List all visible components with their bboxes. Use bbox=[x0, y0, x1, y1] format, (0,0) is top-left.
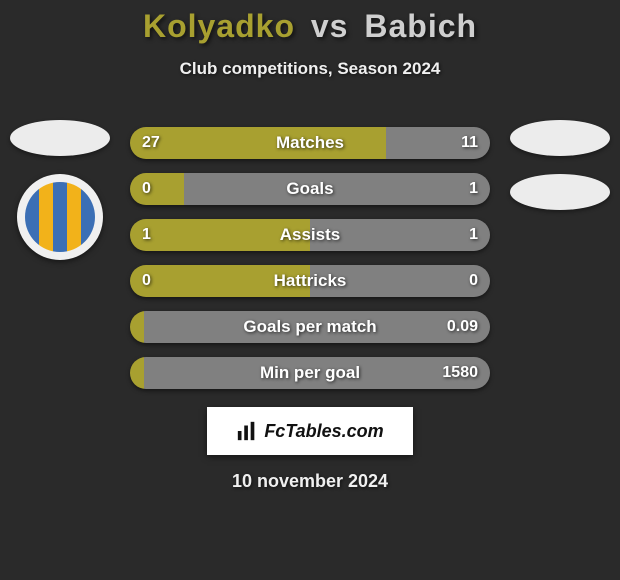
bar-row: 1580Min per goal bbox=[130, 357, 490, 389]
bar-row: 0.09Goals per match bbox=[130, 311, 490, 343]
bar-label: Matches bbox=[130, 127, 490, 159]
left-club-badge-icon bbox=[17, 174, 103, 260]
right-team-ellipse2-icon bbox=[510, 174, 610, 210]
bar-row: 11Assists bbox=[130, 219, 490, 251]
bar-chart-icon bbox=[236, 420, 258, 442]
right-team-ellipse-icon bbox=[510, 120, 610, 156]
date-text: 10 november 2024 bbox=[0, 471, 620, 492]
club-badge-stripes bbox=[25, 182, 95, 252]
page-title: Kolyadko vs Babich bbox=[0, 8, 620, 45]
bar-label: Goals bbox=[130, 173, 490, 205]
player2-name: Babich bbox=[364, 8, 477, 44]
left-badge-column bbox=[10, 120, 110, 260]
stripe bbox=[25, 182, 39, 252]
stripe bbox=[53, 182, 67, 252]
bar-row: 00Hattricks bbox=[130, 265, 490, 297]
watermark-text: FcTables.com bbox=[264, 421, 383, 442]
bar-row: 2711Matches bbox=[130, 127, 490, 159]
bar-row: 01Goals bbox=[130, 173, 490, 205]
comparison-bars: 2711Matches 01Goals 11Assists 00Hattricks 0.… bbox=[130, 127, 490, 389]
watermark: FcTables.com bbox=[207, 407, 413, 455]
bar-label: Min per goal bbox=[130, 357, 490, 389]
right-badge-column bbox=[510, 120, 610, 210]
bar-label: Hattricks bbox=[130, 265, 490, 297]
vs-text: vs bbox=[311, 8, 349, 44]
stripe bbox=[67, 182, 81, 252]
left-team-ellipse-icon bbox=[10, 120, 110, 156]
subtitle: Club competitions, Season 2024 bbox=[0, 59, 620, 79]
stripe bbox=[39, 182, 53, 252]
bar-label: Goals per match bbox=[130, 311, 490, 343]
player1-name: Kolyadko bbox=[143, 8, 295, 44]
stripe bbox=[81, 182, 95, 252]
bar-label: Assists bbox=[130, 219, 490, 251]
comparison-card: Kolyadko vs Babich Club competitions, Se… bbox=[0, 0, 620, 492]
